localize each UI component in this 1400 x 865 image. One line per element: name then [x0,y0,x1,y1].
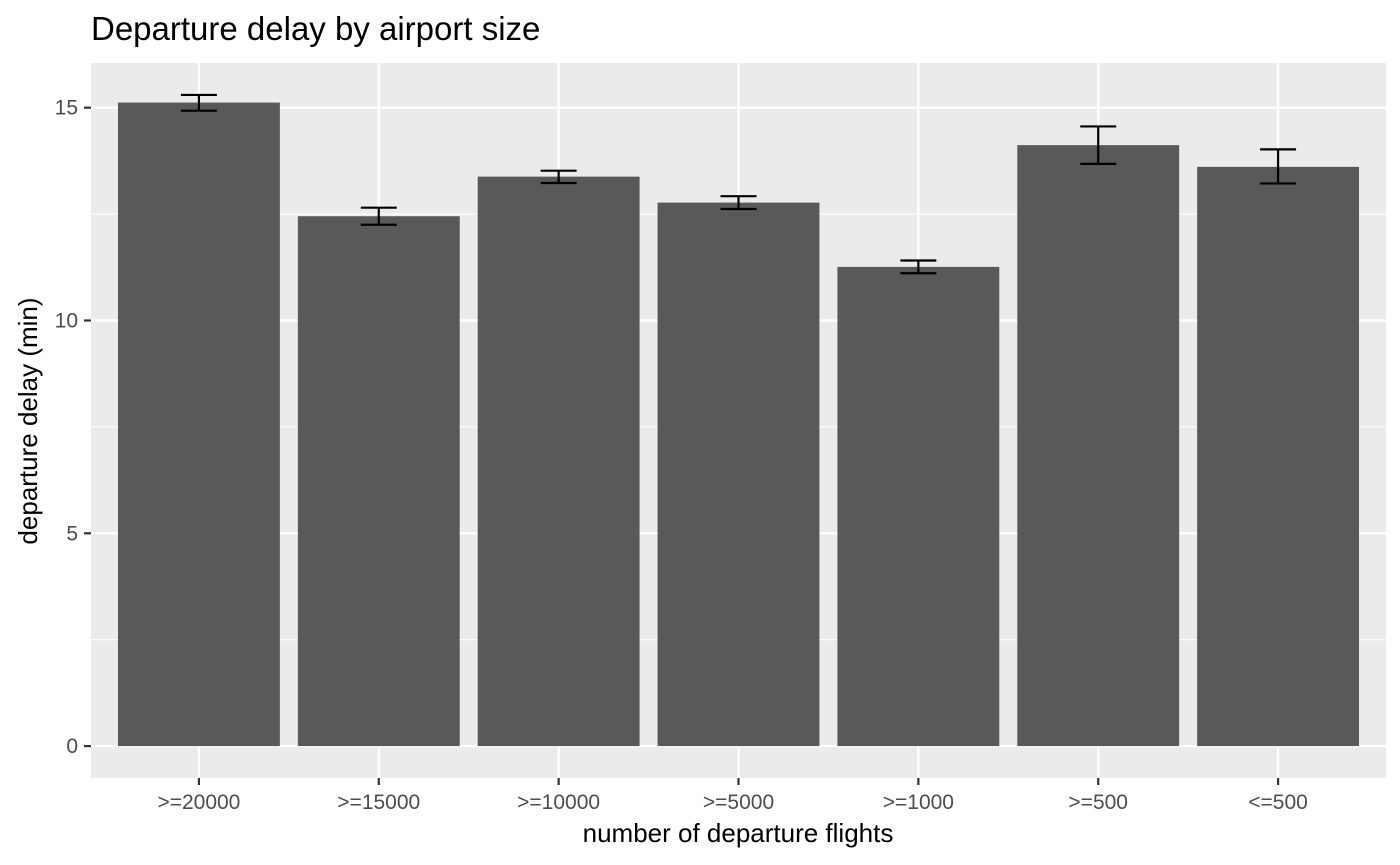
x-tick-label: >=5000 [703,791,774,814]
x-tick-label: >=1000 [883,791,954,814]
error-bar [540,169,577,185]
error-bar [720,195,757,211]
y-tick-label: 10 [55,309,78,332]
x-tick-label: >=500 [1068,791,1128,814]
chart-title: Departure delay by airport size [91,10,540,47]
error-bars [180,93,1297,275]
x-axis-title: number of departure flights [583,818,894,848]
x-tick-label: >=10000 [517,791,600,814]
error-bar [180,93,217,112]
x-axis: >=20000 >=15000 >=10000 >=5000 >=1000 >=500 <=… [157,778,1308,814]
bar->=15000 [297,216,460,747]
bar->=10000 [477,176,640,747]
bars [117,102,1360,747]
x-tick-label: >=15000 [337,791,420,814]
y-tick-label: 15 [55,97,78,120]
bar->=1000 [837,266,1000,747]
y-axis-title: departure delay (min) [13,297,43,544]
bar-<=500 [1197,166,1360,747]
error-bar [900,259,937,275]
y-tick-label: 5 [66,522,78,545]
error-bar [1080,125,1117,165]
y-tick-label: 0 [66,735,78,758]
error-bar [360,206,397,226]
error-bar [1260,148,1297,185]
x-tick-label: >=20000 [157,791,240,814]
bar->=500 [1017,145,1180,747]
bar->=5000 [657,202,820,747]
y-axis: 0 5 10 15 [55,97,91,758]
bar->=20000 [117,102,280,747]
x-tick-label: <=500 [1248,791,1308,814]
